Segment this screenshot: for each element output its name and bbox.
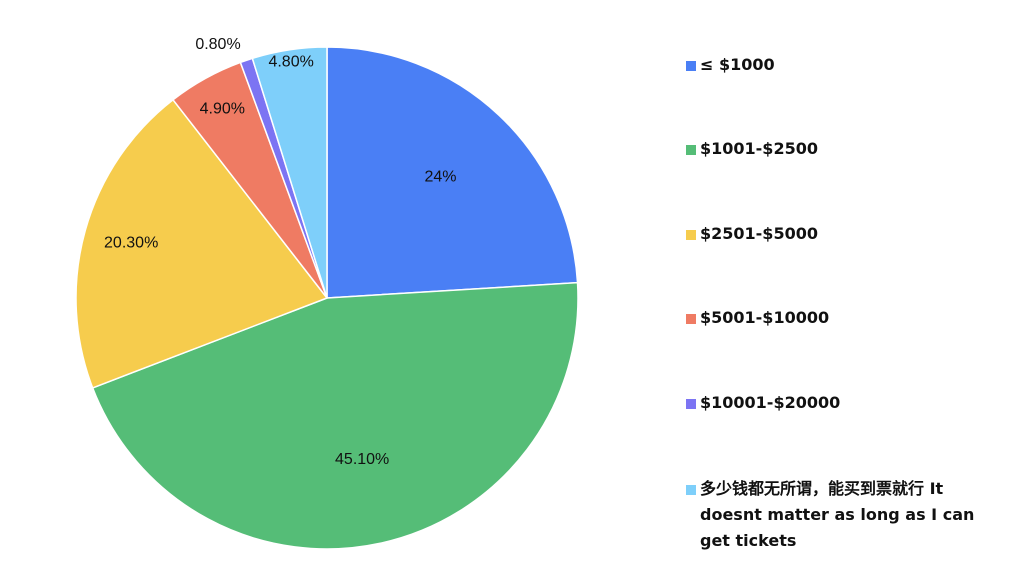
legend-swatch <box>686 314 696 324</box>
legend-swatch <box>686 145 696 155</box>
legend-label: $10001-$20000 <box>700 393 841 412</box>
legend-label: $2501-$5000 <box>700 224 818 243</box>
legend-swatch <box>686 230 696 240</box>
legend-item: 多少钱都无所谓，能买到票就行 It doesnt matter as long … <box>686 479 1000 554</box>
legend-swatch <box>686 399 696 409</box>
slice-label: 24% <box>424 169 456 186</box>
pie-slice <box>75 98 329 389</box>
pie-slice <box>326 46 579 299</box>
legend-item: $5001-$10000 <box>686 308 1000 331</box>
slice-label: 20.30% <box>104 235 158 252</box>
legend-item: ≤ $1000 <box>686 55 1000 78</box>
slice-label: 45.10% <box>335 451 389 468</box>
legend-label: $5001-$10000 <box>700 308 830 327</box>
slice-label: 4.80% <box>268 53 313 70</box>
pie-slice <box>91 281 579 550</box>
legend-item: $10001-$20000 <box>686 393 1000 416</box>
legend-item: $1001-$2500 <box>686 139 1000 162</box>
slice-label: 0.80% <box>195 36 240 53</box>
legend-label: ≤ $1000 <box>700 55 775 74</box>
pie-slice <box>251 46 328 299</box>
legend-label: $1001-$2500 <box>700 139 818 158</box>
legend-swatch <box>686 485 696 495</box>
legend-item: $2501-$5000 <box>686 224 1000 247</box>
legend-swatch <box>686 61 696 71</box>
slice-label: 4.90% <box>200 100 245 117</box>
pie-chart: 24% 45.10% 20.30% 4.90% 0.80% 4.80% <box>75 36 579 550</box>
legend-label: 多少钱都无所谓，能买到票就行 It doesnt matter as long … <box>700 479 975 550</box>
